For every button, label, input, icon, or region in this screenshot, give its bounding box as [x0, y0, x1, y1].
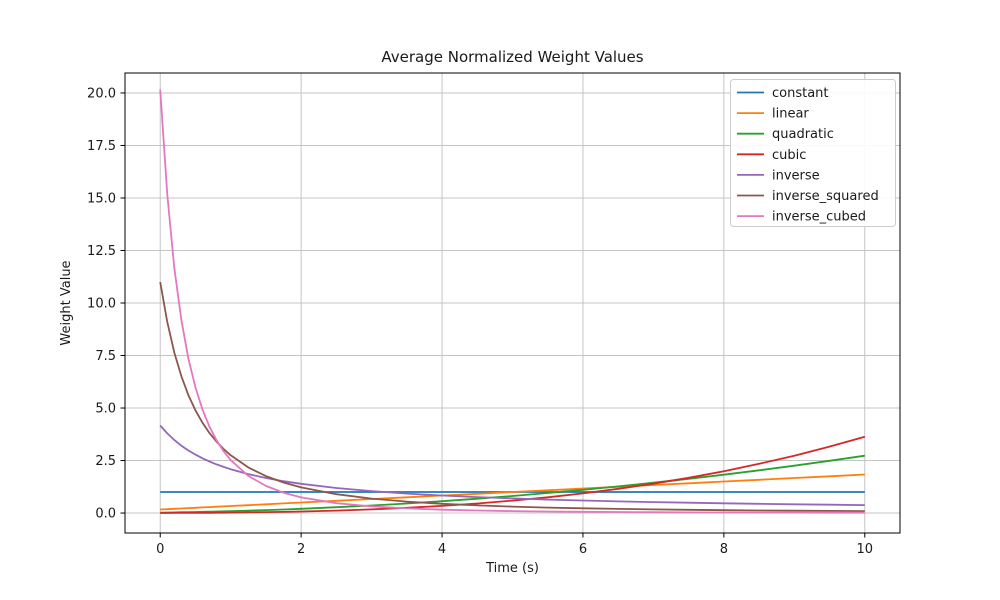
legend-label-cubic: cubic: [772, 148, 806, 163]
legend-box: [730, 79, 896, 227]
legend-label-inverse_squared: inverse_squared: [772, 189, 879, 204]
series-line-cubic: [160, 435, 866, 514]
legend-label-inverse: inverse: [772, 168, 820, 183]
x-axis-label: Time (s): [485, 561, 539, 576]
y-tick-label: 12.5: [87, 244, 116, 259]
plot-border: [124, 72, 901, 534]
y-tick-label: 0.0: [95, 507, 116, 522]
chart-title: Average Normalized Weight Values: [381, 48, 643, 66]
legend-label-linear: linear: [772, 107, 809, 122]
y-tick-label: 15.0: [87, 191, 116, 206]
series-line-linear: [160, 473, 865, 511]
y-tick-label: 2.5: [95, 454, 116, 469]
x-tick-label: 4: [438, 542, 446, 557]
series-line-inverse_cubed: [159, 89, 865, 514]
legend-label-inverse_cubed: inverse_cubed: [772, 210, 866, 225]
y-axis-label: Weight Value: [59, 260, 74, 345]
x-tick-label: 0: [156, 542, 164, 557]
x-tick-label: 8: [720, 542, 728, 557]
y-tick-label: 5.0: [95, 402, 116, 417]
series-line-inverse: [159, 424, 865, 506]
series-line-inverse_squared: [159, 281, 865, 512]
y-tick-label: 20.0: [87, 86, 116, 101]
x-tick-label: 2: [297, 542, 305, 557]
y-tick-label: 10.0: [87, 297, 116, 312]
x-tick-label: 6: [579, 542, 587, 557]
legend-label-quadratic: quadratic: [772, 127, 834, 142]
y-tick-label: 7.5: [95, 349, 116, 364]
x-tick-label: 10: [856, 542, 873, 557]
legend-label-constant: constant: [772, 86, 829, 101]
y-tick-label: 17.5: [87, 139, 116, 154]
